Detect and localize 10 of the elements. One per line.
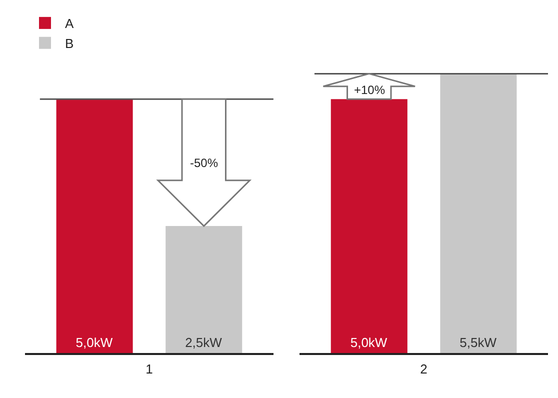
- data-label: 5,0kW: [350, 335, 388, 350]
- annotation: -50%: [190, 156, 218, 170]
- x-axis-title: 2: [420, 362, 428, 376]
- legend-label: B: [65, 36, 74, 51]
- annotation: +10%: [354, 83, 386, 97]
- legend-label: A: [65, 16, 74, 32]
- x-axis-title: 1: [146, 362, 153, 376]
- data-label: 2,5kW: [185, 335, 223, 350]
- data-label: 5,0kW: [76, 335, 114, 350]
- data-label: 5,5kW: [460, 335, 498, 350]
